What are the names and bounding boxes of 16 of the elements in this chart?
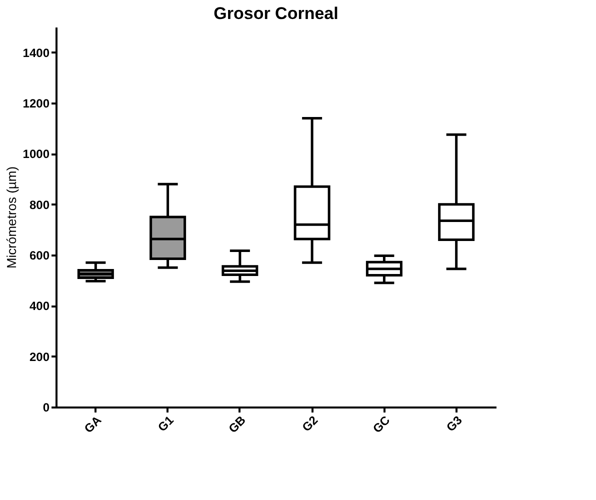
y-axis-title: Micrómetros (µm) <box>4 166 19 269</box>
y-tick-label: 800 <box>29 198 50 212</box>
x-tick-label: G3 <box>444 412 466 434</box>
y-tick-label: 600 <box>29 248 50 262</box>
x-tick-label: GA <box>82 412 104 436</box>
x-tick-label: G1 <box>155 412 177 434</box>
chart-title: Grosor Corneal <box>214 4 338 23</box>
y-tick-label: 1000 <box>22 147 50 162</box>
x-tick-label: GB <box>226 412 249 436</box>
y-tick-label: 200 <box>29 350 50 364</box>
x-tick-label: GC <box>370 412 393 436</box>
y-tick-label: 1400 <box>22 46 50 60</box>
x-tick-label: G2 <box>299 412 321 434</box>
y-tick-label: 0 <box>42 400 50 414</box>
y-tick-label: 1200 <box>22 96 50 110</box>
y-tick-label: 400 <box>29 299 50 314</box>
